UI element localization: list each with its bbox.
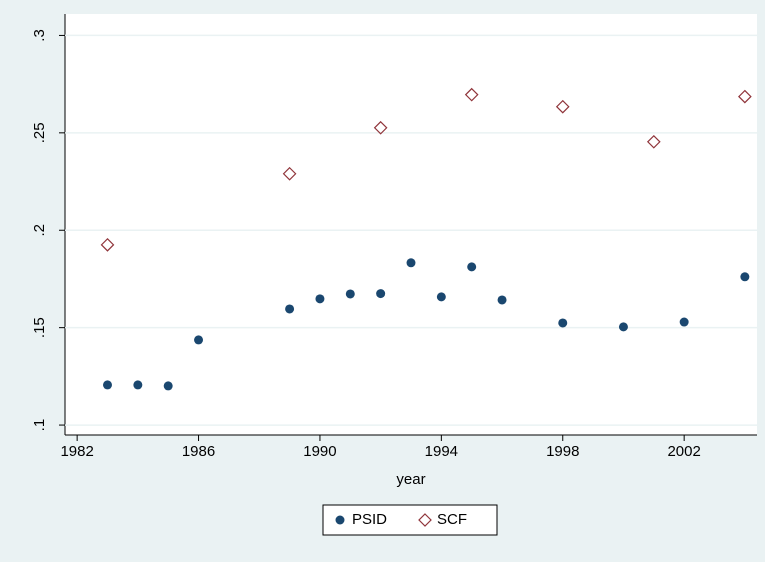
point [102,380,112,390]
point [618,322,628,332]
point [133,380,143,390]
point [100,238,115,252]
point [282,166,297,181]
point [555,99,570,114]
point [285,304,295,314]
point [467,262,477,272]
y-tick-label: .1 [31,419,48,432]
x-tick-label: 1990 [303,443,336,460]
point [163,381,173,391]
legend-label: SCF [437,511,467,528]
x-tick-label: 1982 [60,443,93,460]
point [679,317,689,327]
x-axis-label: year [396,471,425,488]
point [497,295,507,305]
point [315,294,325,304]
point [345,289,355,299]
legend-marker [335,515,345,525]
point [194,335,204,345]
point [406,258,416,268]
x-tick-label: 1986 [182,443,215,460]
legend-label: PSID [352,511,387,528]
y-tick-label: .25 [31,122,48,143]
legend-box [322,504,498,536]
x-tick-label: 1998 [546,443,579,460]
x-tick-label: 2002 [667,443,700,460]
point [376,289,386,299]
y-tick-label: .15 [31,317,48,338]
x-tick-label: 1994 [425,443,458,460]
point [464,87,479,102]
point [558,318,568,328]
y-tick-label: .3 [31,29,48,42]
point [646,134,661,149]
plot-area [65,14,757,435]
legend-marker [418,513,432,527]
point [373,120,388,135]
point [738,89,752,104]
point [436,292,446,302]
y-tick-label: .2 [31,224,48,237]
point [740,272,750,282]
